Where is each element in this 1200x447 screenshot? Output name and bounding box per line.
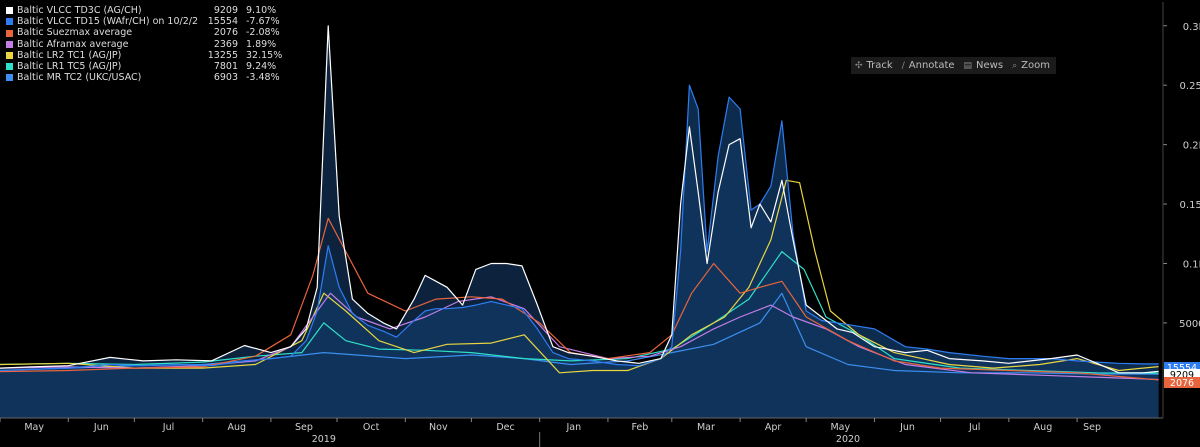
legend-swatch: [6, 51, 13, 59]
y-tick-label: 0.3M: [1183, 22, 1200, 33]
legend-item[interactable]: Baltic Aframax average 2369 1.89%: [6, 39, 286, 50]
last-value-tag: [1164, 377, 1200, 388]
x-year-label: 2019: [312, 434, 336, 445]
x-month-label: May: [24, 422, 44, 433]
last-value-tag: [1164, 362, 1200, 373]
legend-item[interactable]: Baltic LR2 TC1 (AG/JP) 13255 32.15%: [6, 50, 286, 61]
y-tick-label: 50000: [1179, 319, 1200, 330]
legend-last-value: 15554: [207, 16, 238, 28]
legend-item[interactable]: Baltic LR1 TC5 (AG/JP) 7801 9.24%: [6, 61, 286, 72]
legend-last-value: 2076: [213, 27, 238, 39]
legend-last-value: 9209: [213, 5, 238, 16]
x-month-label: Apr: [765, 422, 782, 433]
y-tick-label: 0.2M: [1183, 141, 1200, 152]
x-month-label: May: [830, 422, 850, 433]
x-month-label: Jul: [162, 422, 174, 433]
legend-series-name: Baltic VLCC TD3C (AG/CH): [17, 5, 142, 16]
news-icon: ▤: [963, 60, 973, 71]
legend-item[interactable]: Baltic VLCC TD3C (AG/CH) 9209 9.10%: [6, 5, 286, 16]
legend-last-value: 6903: [213, 72, 238, 84]
series-line-1: [0, 25, 1159, 374]
legend-change: -2.08%: [246, 27, 280, 39]
crosshair-icon: ✣: [855, 60, 863, 71]
series-line-2: [0, 84, 1159, 372]
series-line-6: [0, 251, 1159, 374]
legend-last-value: 7801: [213, 61, 238, 73]
legend: Baltic VLCC TD3C (AG/CH) 9209 9.10% Baltic …: [3, 3, 291, 87]
last-value-tag-label: 15554: [1167, 363, 1197, 374]
x-month-label: Sep: [1083, 422, 1101, 433]
x-month-label: Dec: [496, 422, 514, 433]
x-month-label: Sep: [295, 422, 313, 433]
legend-change: 32.15%: [246, 49, 283, 61]
last-value-tag: [1164, 369, 1200, 380]
x-axis-band: [0, 418, 1200, 447]
x-month-label: Feb: [631, 422, 648, 433]
legend-change: -3.48%: [246, 72, 280, 84]
legend-change: -7.67%: [246, 16, 280, 28]
last-value-tag-label: 2076: [1170, 378, 1194, 389]
magnifier-icon: ⌕: [1012, 60, 1018, 71]
legend-last-value: 2369: [213, 38, 238, 50]
legend-swatch: [6, 74, 13, 82]
toolbar-label: Annotate: [908, 60, 955, 71]
toolbar-news-button[interactable]: ▤ News: [964, 60, 1004, 71]
legend-item[interactable]: Baltic Suezmax average 2076 -2.08%: [6, 27, 286, 38]
series-area-2: [0, 85, 1159, 418]
legend-last-value: 13255: [207, 49, 238, 61]
x-year-label: 2020: [836, 434, 860, 445]
legend-change: 1.89%: [246, 38, 277, 50]
x-month-label: Oct: [363, 422, 380, 433]
x-month-label: Jun: [899, 422, 915, 433]
legend-series-name: Baltic Aframax average: [17, 38, 129, 50]
x-month-label: Nov: [429, 422, 448, 433]
x-month-label: Jul: [968, 422, 980, 433]
chart-toolbar: ✣ Track ∕ Annotate ▤ News ⌕ Zoom: [851, 57, 1056, 74]
x-month-label: Jun: [93, 422, 109, 433]
toolbar-track-button[interactable]: ✣ Track: [855, 60, 893, 71]
y-tick-label: 0.15M: [1180, 200, 1200, 211]
x-month-label: Aug: [1034, 422, 1053, 433]
legend-item[interactable]: Baltic VLCC TD15 (WAfr/CH) on 10/2/20 155…: [6, 16, 286, 27]
legend-item[interactable]: Baltic MR TC2 (UKC/USAC) 6903 -3.48%: [6, 72, 286, 83]
y-tick-label: 0.25M: [1180, 81, 1200, 92]
legend-swatch: [6, 63, 13, 71]
toolbar-annotate-button[interactable]: ∕ Annotate: [902, 60, 955, 71]
legend-change: 9.10%: [246, 5, 277, 16]
x-month-label: Mar: [697, 422, 715, 433]
x-month-label: Jan: [565, 422, 581, 433]
legend-series-name: Baltic Suezmax average: [17, 27, 133, 39]
toolbar-label: Zoom: [1021, 60, 1050, 71]
toolbar-label: Track: [866, 60, 893, 71]
legend-series-name: Baltic LR1 TC5 (AG/JP): [17, 61, 122, 73]
legend-swatch: [6, 18, 13, 26]
legend-swatch: [6, 7, 13, 15]
toolbar-zoom-button[interactable]: ⌕ Zoom: [1012, 60, 1050, 71]
y-tick-label: 0.1M: [1183, 259, 1200, 270]
legend-swatch: [6, 29, 13, 37]
legend-series-name: Baltic VLCC TD15 (WAfr/CH) on 10/2/20: [17, 16, 198, 28]
legend-series-name: Baltic MR TC2 (UKC/USAC): [17, 72, 142, 84]
x-month-label: Aug: [228, 422, 247, 433]
pencil-icon: ∕: [901, 60, 905, 71]
legend-change: 9.24%: [246, 61, 277, 73]
last-value-tag-label: 9209: [1170, 370, 1194, 381]
legend-series-name: Baltic LR2 TC1 (AG/JP): [17, 49, 122, 61]
toolbar-label: News: [976, 60, 1004, 71]
legend-swatch: [6, 40, 13, 48]
